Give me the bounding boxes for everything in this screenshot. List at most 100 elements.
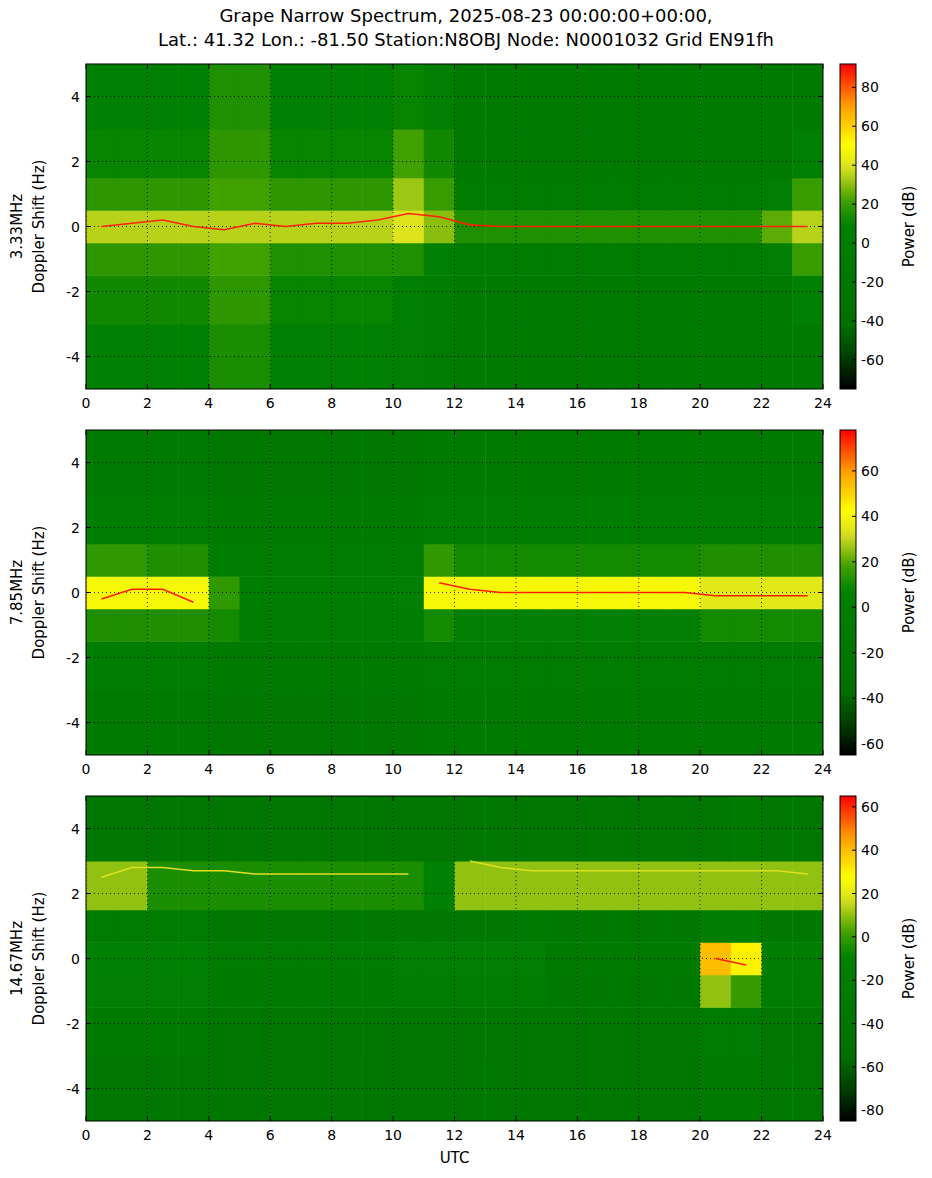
heatmap-cell — [792, 243, 823, 276]
heatmap-cell — [86, 609, 117, 642]
heatmap-cell — [547, 544, 578, 577]
heatmap-cell — [301, 1007, 332, 1056]
heatmap-cell — [393, 690, 424, 755]
heatmap-cell — [86, 129, 117, 178]
heatmap-cell — [86, 178, 117, 211]
colorbar-tick — [852, 281, 856, 282]
heatmap-cell — [147, 129, 178, 178]
heatmap-cell — [485, 1007, 516, 1056]
heatmap-cell — [792, 275, 823, 324]
heatmap-cell — [455, 609, 486, 642]
heatmap-cell — [147, 609, 178, 642]
tick — [818, 893, 823, 894]
tick-label: 18 — [630, 1127, 648, 1143]
frame — [86, 796, 823, 1121]
tick-label: 18 — [630, 395, 648, 411]
heatmap-cell — [86, 275, 117, 324]
tick-label: 6 — [266, 1127, 275, 1143]
tick-label: 22 — [753, 761, 771, 777]
heatmap-cell — [332, 641, 363, 690]
heatmap-cell — [639, 495, 670, 544]
heatmap-cell — [424, 129, 455, 178]
tick — [638, 430, 639, 435]
grid-line — [86, 1023, 823, 1024]
tick — [208, 384, 209, 389]
heatmap-cell — [639, 1007, 670, 1056]
heatmap-cell — [608, 861, 639, 910]
heatmap-cell — [455, 495, 486, 544]
heatmap-cell — [424, 609, 455, 642]
heatmap-cell — [240, 861, 271, 910]
heatmap-cell — [178, 544, 209, 577]
grid-line — [147, 796, 148, 1121]
colorbar-tick — [852, 165, 856, 166]
heatmap-cell — [731, 243, 762, 276]
heatmap-cell — [608, 544, 639, 577]
heatmap-cell — [669, 1007, 700, 1056]
heatmap-cell — [608, 495, 639, 544]
heatmap-cell — [731, 861, 762, 910]
grid-line — [761, 796, 762, 1121]
heatmap-cell — [792, 1007, 823, 1056]
heatmap-cell — [393, 1056, 424, 1121]
heatmap-cell — [485, 178, 516, 211]
grid-line — [86, 1088, 823, 1089]
heatmap-cell — [209, 975, 240, 1008]
tick-label: 20 — [691, 1127, 709, 1143]
heatmap-cell — [731, 975, 762, 1008]
heatmap-cell — [731, 129, 762, 178]
tick — [393, 64, 394, 69]
heatmap-cell — [669, 275, 700, 324]
heatmap-cell — [455, 544, 486, 577]
tick-label: 10 — [384, 761, 402, 777]
heatmap-cell — [147, 210, 178, 243]
heatmap-cell — [393, 796, 424, 862]
colorbar-tick — [852, 516, 856, 517]
heatmap-cell — [240, 975, 271, 1008]
heatmap-cell — [178, 609, 209, 642]
heatmap-cell — [700, 544, 731, 577]
tick — [515, 796, 516, 801]
tick-label: 10 — [384, 1127, 402, 1143]
heatmap-cell — [332, 544, 363, 577]
heatmap-cell — [762, 495, 793, 544]
heatmap-cell — [393, 275, 424, 324]
heatmap-cell — [178, 178, 209, 211]
heatmap-cell — [393, 178, 424, 211]
heatmap-cell — [669, 861, 700, 910]
heatmap-cell — [362, 64, 393, 130]
tick — [208, 1116, 209, 1121]
tick-label: 22 — [753, 395, 771, 411]
heatmap-cell — [393, 495, 424, 544]
tick — [818, 291, 823, 292]
heatmap-cell — [577, 275, 608, 324]
heatmap-cell — [455, 129, 486, 178]
heatmap-cell — [117, 942, 148, 975]
grid-line — [331, 796, 332, 1121]
colorbar-tick-label: -20 — [861, 645, 884, 661]
heatmap-cell — [147, 178, 178, 211]
tick — [818, 722, 823, 723]
tick — [577, 64, 578, 69]
tick — [761, 430, 762, 435]
grid-line — [208, 64, 209, 389]
heatmap-cell — [639, 975, 670, 1008]
heatmap-cell — [117, 430, 148, 496]
grid-line — [86, 657, 823, 658]
tick — [761, 1116, 762, 1121]
heatmap-cell — [301, 243, 332, 276]
tick — [818, 226, 823, 227]
heatmap-cell — [147, 243, 178, 276]
tick — [700, 430, 701, 435]
colorbar-tick-label: 60 — [861, 118, 879, 134]
tick — [818, 96, 823, 97]
heatmap-cell — [608, 178, 639, 211]
heatmap-cell — [147, 641, 178, 690]
heatmap-cell — [117, 1056, 148, 1121]
heatmap-cell — [332, 910, 363, 943]
heatmap-cell — [669, 609, 700, 642]
heatmap-cell — [240, 1007, 271, 1056]
tick-label: -4 — [66, 1081, 80, 1097]
heatmap-cell — [332, 975, 363, 1008]
heatmap-cell — [547, 910, 578, 943]
